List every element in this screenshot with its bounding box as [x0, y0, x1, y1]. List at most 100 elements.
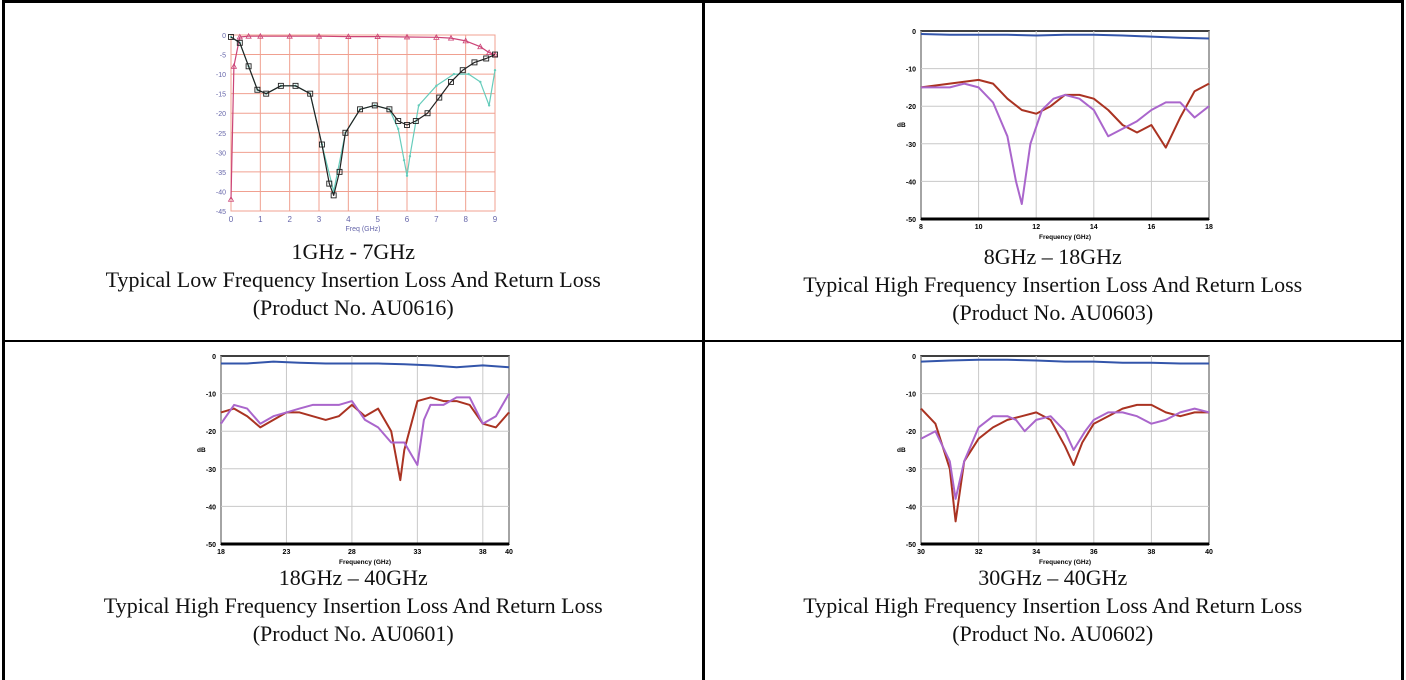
- chart-au0602: 30 32 34 36 38 40 0 -10 -20 -30 -40 -50 Frequency (G…: [897, 354, 1213, 566]
- data-point: [460, 67, 466, 74]
- y-tick-label: -30: [906, 142, 916, 149]
- x-tick-label: 16: [1147, 224, 1155, 231]
- y-axis-label: dB: [897, 122, 906, 129]
- x-tick-label: 33: [414, 549, 422, 556]
- caption-desc: Typical High Frequency Insertion Loss An…: [803, 593, 1303, 618]
- data-point: [245, 32, 253, 39]
- data-point: [403, 158, 406, 162]
- y-tick-label: -45: [216, 209, 226, 216]
- y-tick-label: -10: [216, 72, 226, 79]
- data-point: [228, 34, 235, 40]
- data-point: [424, 110, 431, 117]
- x-tick-label: 12: [1032, 224, 1040, 231]
- data-point: [263, 90, 270, 97]
- series-line-0: [920, 33, 1209, 40]
- x-tick-label: 28: [348, 549, 356, 556]
- data-point: [286, 32, 294, 39]
- x-tick-label: 23: [283, 549, 291, 556]
- series-line-0: [230, 35, 496, 200]
- data-point: [342, 129, 349, 136]
- y-tick-label: -50: [906, 542, 916, 549]
- x-tick-label: 10: [974, 224, 982, 231]
- cell-au0616: 0 1 2 3 4 5 6 7 8 9 0 -5 -10 -15 -20 -25 -30 -35 -40 -45 Fre…: [2, 0, 705, 342]
- x-tick-label: 8: [464, 215, 469, 224]
- y-tick-label: 0: [912, 354, 916, 361]
- y-tick-label: -10: [906, 392, 916, 399]
- x-tick-label: 40: [505, 549, 513, 556]
- y-tick-label: -50: [206, 542, 216, 549]
- x-tick-label: 40: [1205, 549, 1213, 556]
- y-tick-label: -5: [220, 53, 226, 60]
- y-tick-label: -30: [206, 467, 216, 474]
- cell-au0601: 18 23 28 33 38 40 0 -10 -20 -30 -40 -50 Frequency (G…: [2, 341, 705, 680]
- data-point: [395, 118, 402, 124]
- data-point: [467, 72, 471, 76]
- caption-au0602: 30GHz – 40GHz Typical High Frequency Ins…: [706, 564, 1400, 648]
- data-point: [254, 86, 261, 93]
- y-axis-label: dB: [897, 447, 906, 454]
- series-line-0: [920, 358, 1209, 365]
- plot-area: [230, 34, 496, 212]
- x-axis-label: Freq (GHz): [346, 226, 381, 233]
- caption-desc: Typical High Frequency Insertion Loss An…: [103, 593, 603, 618]
- caption-au0616: 1GHz - 7GHz Typical Low Frequency Insert…: [6, 238, 700, 322]
- data-point: [357, 106, 364, 113]
- plot-area: [920, 30, 1210, 220]
- cell-au0602: 30 32 34 36 38 40 0 -10 -20 -30 -40 -50 Frequency (G…: [701, 341, 1404, 680]
- data-point: [494, 69, 497, 72]
- data-point: [245, 63, 252, 70]
- series-line-2: [920, 82, 1210, 205]
- data-point: [486, 49, 493, 56]
- data-point: [448, 34, 455, 41]
- x-tick-label: 4: [346, 215, 351, 224]
- series-line-1: [220, 396, 511, 482]
- y-tick-label: -40: [906, 504, 916, 511]
- x-tick-label: 8: [919, 224, 923, 231]
- data-point: [436, 94, 443, 101]
- chart-au0601: 18 23 28 33 38 40 0 -10 -20 -30 -40 -50 Frequency (G…: [197, 354, 513, 566]
- cell-au0603: 8 10 12 14 16 18 0 -10 -20 -30 -40 -50 Frequency (GH…: [701, 0, 1404, 342]
- x-tick-label: 6: [405, 215, 410, 224]
- y-tick-label: -40: [206, 504, 216, 511]
- data-point: [488, 104, 491, 107]
- x-tick-label: 7: [434, 215, 439, 224]
- series-line-2: [920, 407, 1210, 500]
- data-point: [316, 32, 323, 39]
- x-tick-label: 5: [376, 215, 381, 224]
- x-tick-label: 1: [258, 215, 263, 224]
- y-tick-label: 0: [212, 354, 216, 361]
- y-tick-label: -10: [206, 392, 216, 399]
- x-tick-label: 34: [1032, 549, 1040, 556]
- series-line-1: [920, 403, 1209, 523]
- caption-product: (Product No. AU0601): [252, 621, 454, 646]
- x-tick-label: 9: [493, 215, 498, 224]
- x-tick-label: 2: [288, 215, 293, 224]
- data-point: [435, 84, 438, 88]
- data-point: [483, 55, 490, 62]
- data-point: [452, 72, 456, 76]
- plot-area: [920, 355, 1210, 545]
- x-tick-label: 30: [917, 549, 925, 556]
- data-point: [492, 51, 499, 57]
- data-point: [397, 127, 400, 131]
- x-tick-label: 0: [229, 215, 234, 224]
- data-point: [278, 82, 285, 89]
- series-line-0: [221, 360, 510, 369]
- x-tick-label: 18: [217, 549, 225, 556]
- x-tick-label: 18: [1205, 224, 1213, 231]
- y-tick-label: -40: [216, 189, 226, 196]
- data-point: [307, 90, 314, 97]
- caption-range: 8GHz – 18GHz: [983, 244, 1122, 269]
- x-axis-label: Frequency (GHz): [1039, 234, 1091, 241]
- data-point: [257, 32, 264, 39]
- data-point: [319, 141, 326, 148]
- data-point: [372, 102, 378, 109]
- x-tick-label: 36: [1090, 549, 1098, 556]
- data-point: [236, 33, 244, 40]
- x-tick-label: 14: [1090, 224, 1098, 231]
- y-axis-label: dB: [197, 447, 206, 454]
- plot-area: [220, 355, 510, 545]
- data-point: [228, 195, 235, 202]
- y-tick-label: -10: [906, 67, 916, 74]
